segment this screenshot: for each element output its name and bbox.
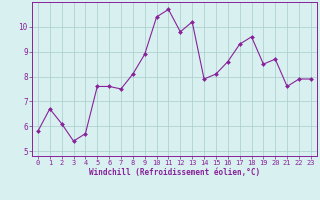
X-axis label: Windchill (Refroidissement éolien,°C): Windchill (Refroidissement éolien,°C) — [89, 168, 260, 177]
